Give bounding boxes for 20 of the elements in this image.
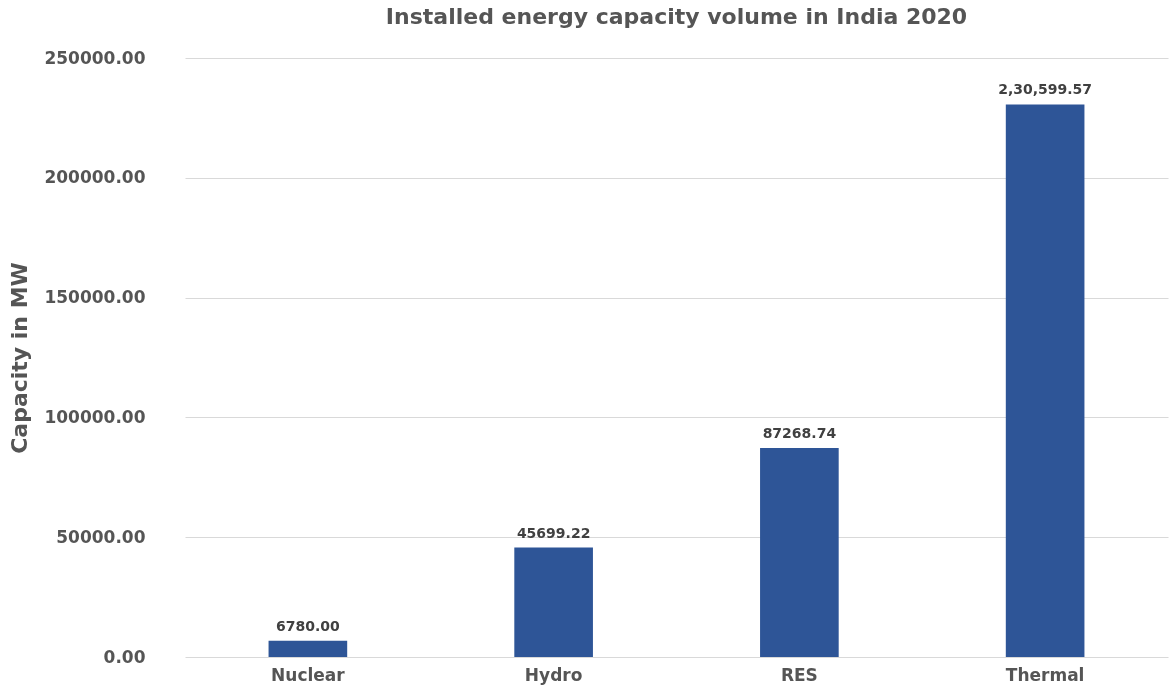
bar [1005,104,1085,657]
data-label: 2,30,599.57 [998,81,1093,98]
y-tick-label: 200000.00 [44,167,146,188]
bar [268,640,348,657]
data-label: 87268.74 [762,424,837,441]
y-tick-label: 250000.00 [44,47,146,68]
x-tick-label: Nuclear [271,664,346,685]
data-label: 6780.00 [275,617,341,634]
x-tick-label: Thermal [1005,664,1085,685]
y-tick-label: 50000.00 [56,526,146,547]
data-label: 45699.22 [516,524,591,541]
y-tick-label: 0.00 [103,646,146,667]
y-tick-label: 150000.00 [44,287,146,308]
x-tick-label: RES [780,664,818,685]
bar [760,447,839,657]
bar [514,547,593,657]
y-tick-label: 100000.00 [44,406,146,427]
x-tick-label: Hydro [524,664,583,685]
chart-title: Installed energy capacity volume in India 2020 [385,4,968,29]
y-axis-title: Capacity in MW [7,262,33,454]
